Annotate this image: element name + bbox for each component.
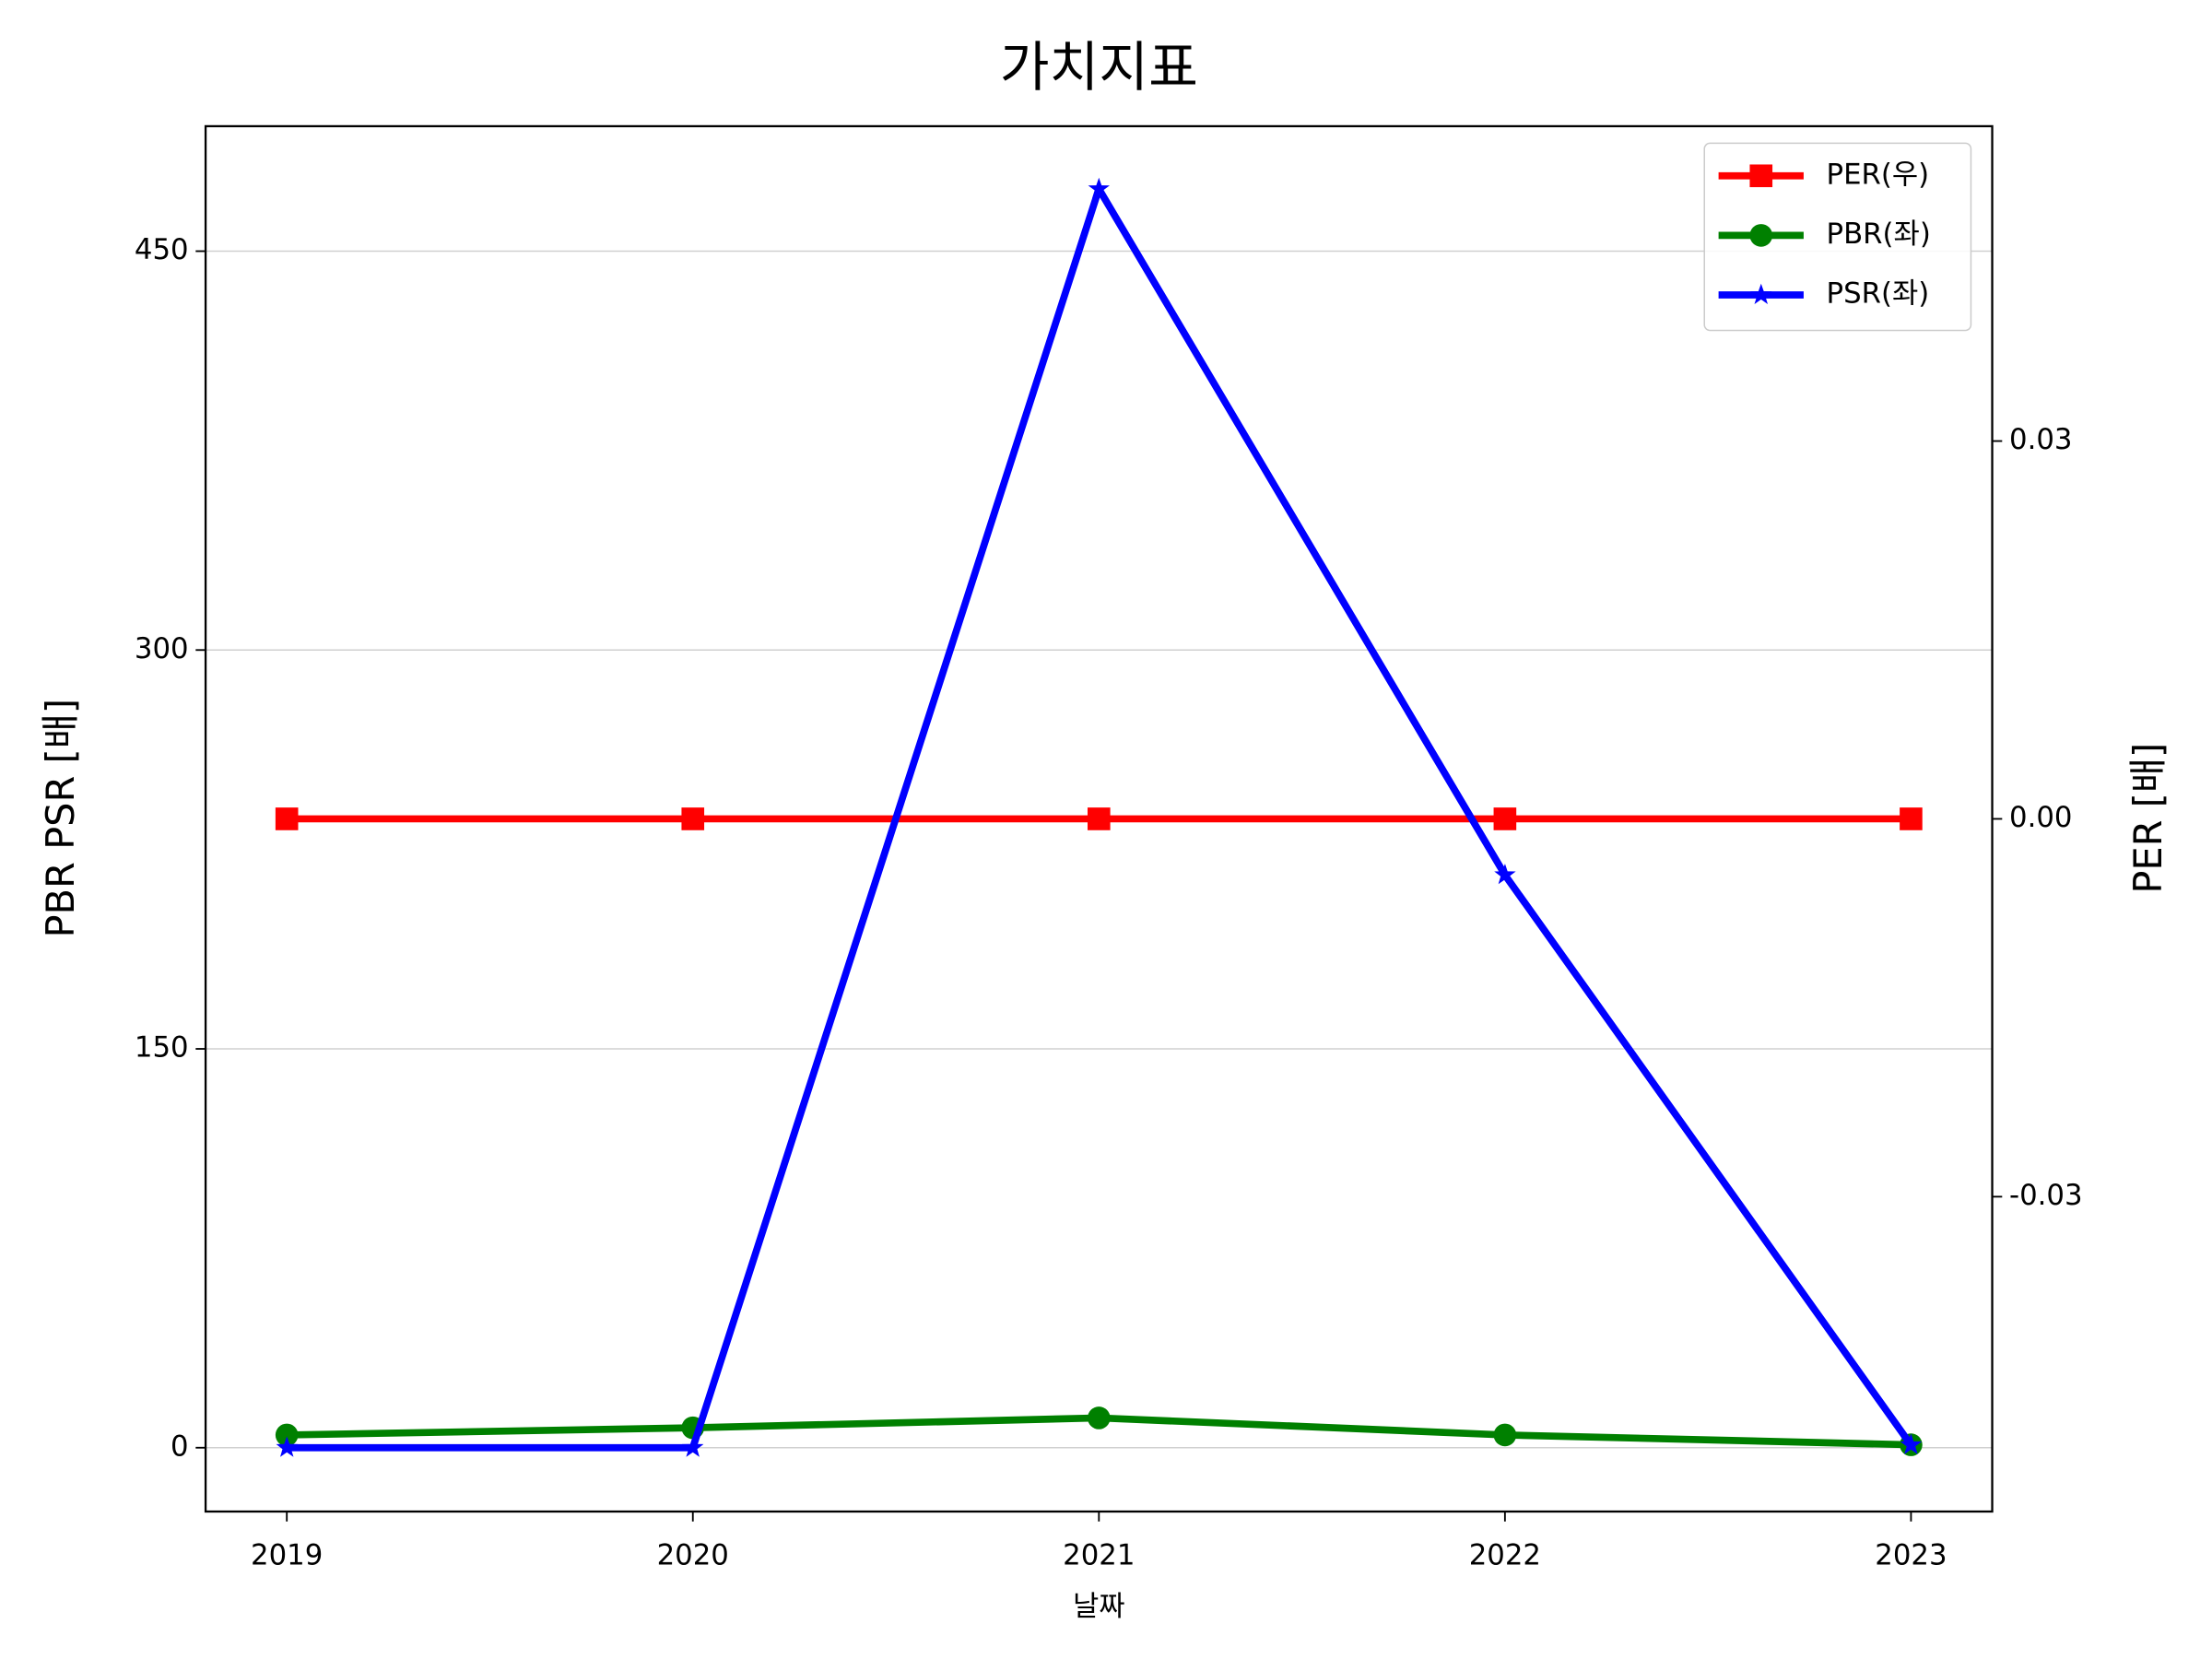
legend-label: PBR(좌) (1827, 218, 1931, 251)
y-tick-label: 150 (135, 1031, 189, 1065)
marker (275, 807, 299, 830)
y-tick-label: 300 (135, 632, 189, 665)
marker (275, 1423, 299, 1447)
marker (1088, 177, 1110, 198)
marker (682, 1436, 704, 1457)
x-tick-label: 2019 (251, 1539, 323, 1572)
chart-title: 가치지표 (1000, 36, 1198, 99)
legend: PER(우) PBR(좌) PSR(좌) (1703, 142, 1972, 332)
marker (1900, 807, 1923, 830)
marker (1494, 864, 1516, 885)
x-axis-label: 날짜 (1073, 1590, 1125, 1623)
x-tick-label: 2020 (657, 1539, 729, 1572)
y2-axis-label: PER [배] (2125, 743, 2171, 894)
legend-label: PSR(좌) (1827, 277, 1930, 311)
y-tick-label: 0 (171, 1430, 189, 1463)
marker (1493, 807, 1517, 830)
y2-tick-label: 0.03 (2009, 423, 2072, 456)
marker (1088, 1406, 1111, 1430)
y-axis-label: PBR PSR [배] (38, 699, 83, 938)
x-tick-label: 2023 (1875, 1539, 1947, 1572)
marker (276, 1436, 298, 1457)
marker (1749, 164, 1773, 188)
legend-label: PER(우) (1827, 158, 1930, 191)
plot-frame (204, 124, 1994, 1513)
marker (1493, 1423, 1517, 1447)
marker (1749, 224, 1773, 247)
y-tick-label: 450 (135, 233, 189, 266)
marker (1750, 283, 1772, 304)
legend-box (1703, 142, 1972, 332)
x-tick-label: 2021 (1063, 1539, 1135, 1572)
marker (1900, 1433, 1923, 1454)
y2-tick-label: 0.00 (2009, 801, 2072, 834)
x-tick-label: 2022 (1469, 1539, 1541, 1572)
y2-tick-label: -0.03 (2009, 1179, 2083, 1212)
marker (1088, 807, 1111, 830)
marker (681, 807, 705, 830)
